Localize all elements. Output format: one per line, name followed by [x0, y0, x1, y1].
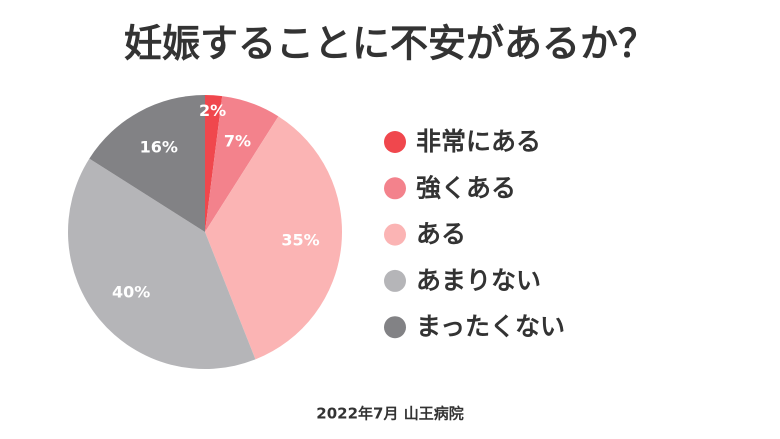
legend-text: 非常にある	[416, 127, 541, 156]
pie-slice	[205, 116, 343, 360]
value-label: 16%	[140, 137, 178, 156]
legend-marker	[384, 316, 406, 339]
pie-slice	[205, 96, 279, 232]
pie-slice	[205, 95, 223, 232]
legend-marker	[384, 177, 406, 200]
legend-marker	[384, 131, 406, 153]
legend-text: ある	[416, 220, 466, 249]
pie-slice	[68, 158, 256, 369]
source: 2022年7月 山王病院	[316, 405, 463, 423]
legend-text: まったくない	[416, 312, 565, 341]
value-label: 35%	[281, 231, 319, 250]
legend-text: 強くある	[416, 173, 516, 202]
value-label: 7%	[224, 131, 251, 150]
legend-text: あまりない	[416, 266, 541, 295]
value-label: 2%	[199, 101, 226, 120]
value-label: 40%	[112, 283, 150, 302]
legend-marker	[384, 269, 406, 292]
pie-slice	[89, 95, 205, 232]
chart-title: 妊娠することに不安があるか？	[124, 22, 656, 66]
legend-marker	[384, 223, 406, 246]
